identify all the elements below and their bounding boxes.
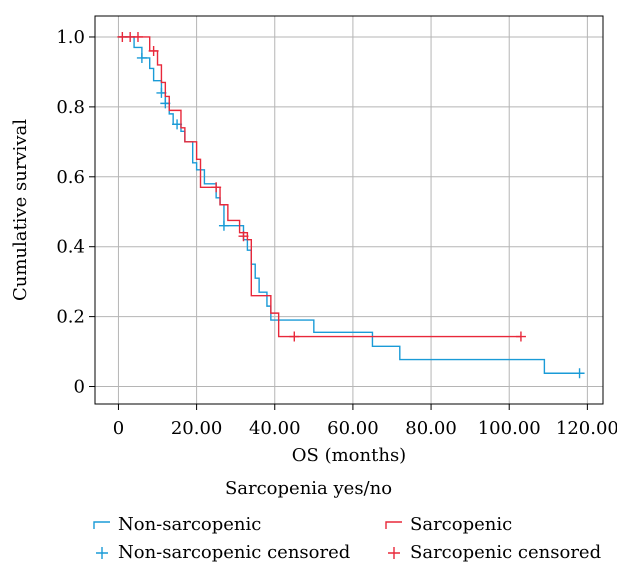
sarcopenic-censored-marker <box>238 231 249 242</box>
sarcopenic-censored-marker <box>515 331 526 342</box>
sarcopenic-censored-marker <box>289 331 300 342</box>
y-tick-label: 1.0 <box>56 27 85 48</box>
series-layer <box>117 31 585 379</box>
y-tick-label: 0.6 <box>56 167 85 188</box>
non-sarcopenic-censored-marker <box>136 52 147 63</box>
x-tick-label: 0 <box>113 418 124 439</box>
y-tick-label: 0.2 <box>56 307 85 328</box>
sarcopenic-survival-line <box>118 36 521 338</box>
x-tick-label: 100.00 <box>478 418 541 439</box>
x-tick-label: 80.00 <box>405 418 457 439</box>
sarcopenic-censored-marker <box>211 182 222 193</box>
sarcopenic-censored-marker <box>132 31 143 42</box>
plot-area <box>95 16 603 404</box>
grid <box>95 16 603 404</box>
y-axis: 0 0.2 0.4 0.6 0.8 1.0 <box>56 27 95 398</box>
x-tick-label: 20.00 <box>171 418 223 439</box>
y-tick-label: 0.8 <box>56 97 85 118</box>
series-sarcopenic <box>117 31 526 342</box>
non-sarcopenic-censored-marker <box>218 220 229 231</box>
x-tick-label: 60.00 <box>327 418 379 439</box>
y-axis-label: Cumulative survival <box>10 119 31 301</box>
x-tick-label: 40.00 <box>249 418 301 439</box>
y-tick-label: 0 <box>74 377 85 398</box>
plot-frame <box>94 15 604 405</box>
x-axis: 0 20.00 40.00 60.00 80.00 100.00 120.00 <box>113 404 617 439</box>
y-tick-label: 0.4 <box>56 237 85 258</box>
sarcopenic-censored-marker <box>148 45 159 56</box>
x-axis-label: OS (months) <box>292 445 406 466</box>
non-sarcopenic-censored-marker <box>574 368 585 379</box>
x-tick-label: 120.00 <box>556 418 617 439</box>
